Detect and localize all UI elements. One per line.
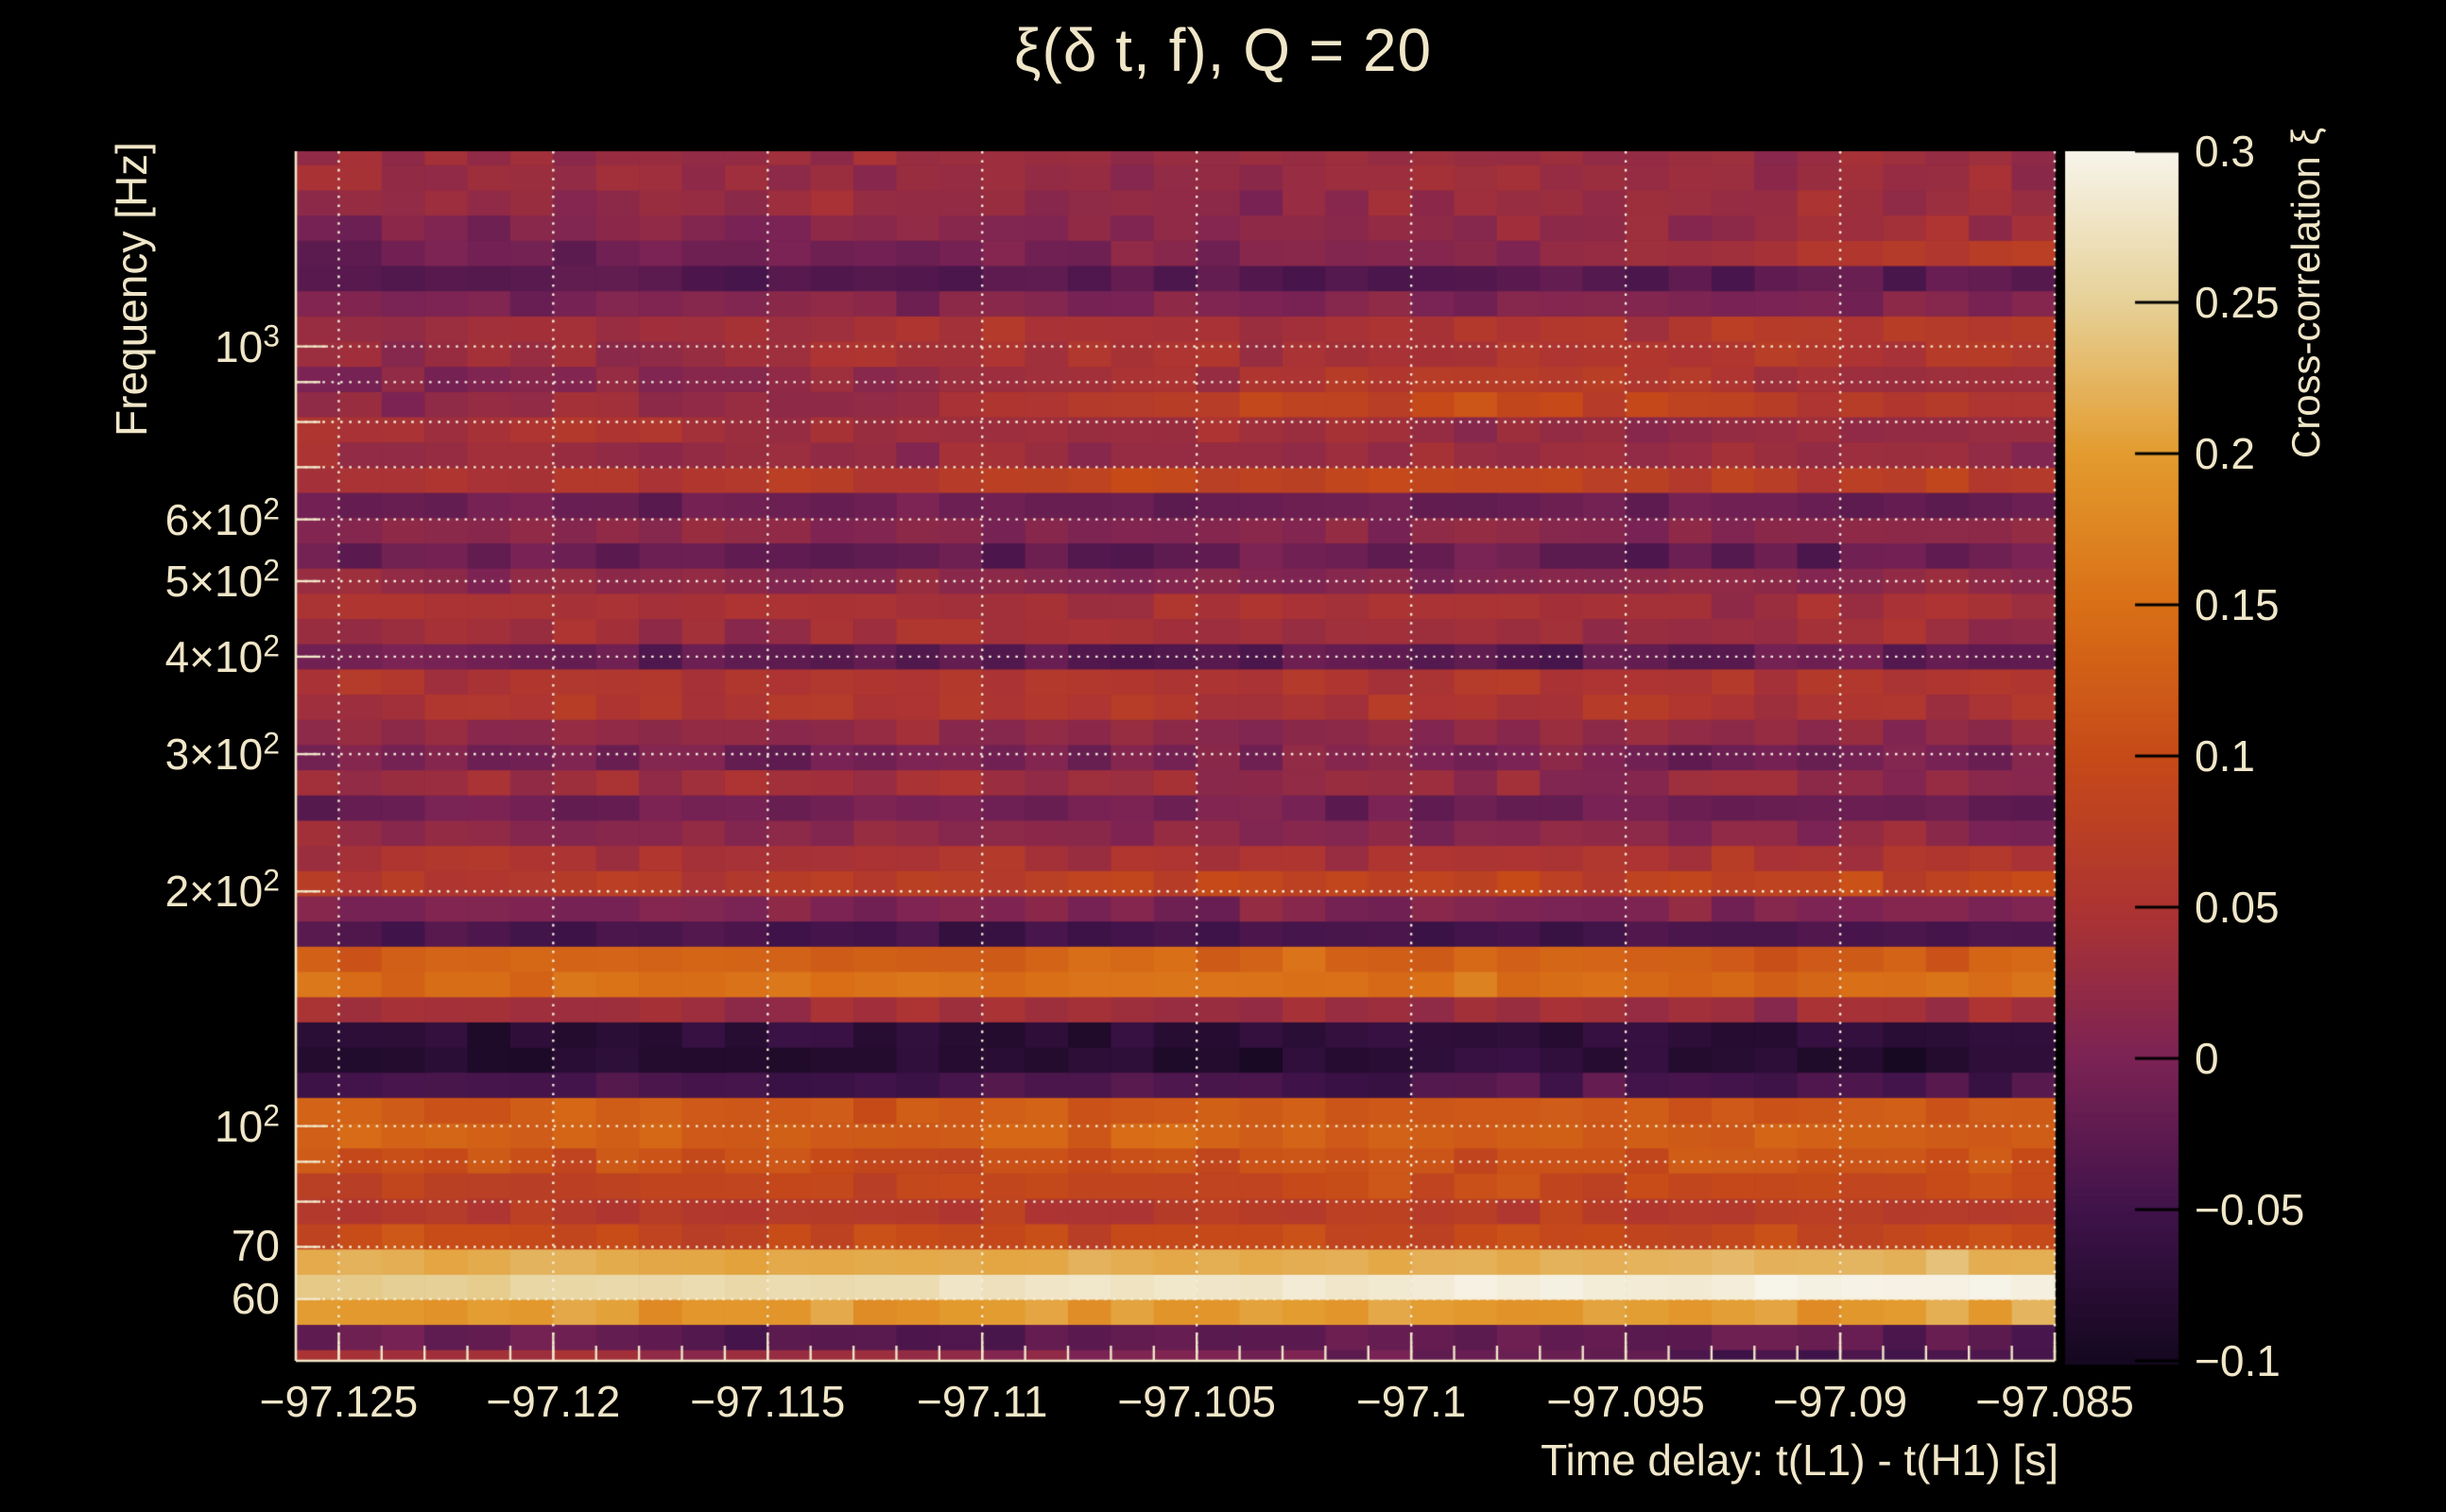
x-axis-title: Time delay: t(L1) - t(H1) [s] [1541,1435,2058,1485]
x-tick-label: −97.1 [1355,1377,1467,1426]
y-tick-label: 2×102 [164,863,280,917]
colorbar-tick-label: 0 [2195,1034,2219,1083]
x-tick-label: −97.085 [1975,1377,2134,1426]
colorbar-tick-label: −0.05 [2195,1185,2305,1234]
x-tick-label: −97.09 [1773,1377,1908,1426]
y-tick-label: 5×102 [164,553,280,606]
y-tick-label: 70 [231,1221,280,1271]
colorbar-tick-label: 0.05 [2195,883,2280,932]
y-tick-label: 4×102 [164,628,280,681]
colorbar-title: Cross-correlation ξ [2283,127,2328,459]
colorbar-tick-label: 0.1 [2195,731,2255,781]
colorbar-tick-label: 0.3 [2195,127,2255,176]
colorbar-tick-label: 0.25 [2195,278,2280,327]
x-tick-label: −97.11 [916,1377,1048,1426]
plot-title: ξ(δ t, f), Q = 20 [1013,16,1433,84]
x-tick-label: −97.12 [486,1377,621,1426]
x-tick-label: −97.105 [1117,1377,1276,1426]
x-tick-label: −97.125 [259,1377,419,1426]
colorbar-tick-label: 0.2 [2195,429,2255,478]
y-tick-label: 3×102 [164,726,280,780]
x-tick-label: −97.095 [1546,1377,1705,1426]
y-tick-label: 60 [231,1273,280,1323]
y-tick-label: 102 [215,1098,280,1151]
y-tick-label: 6×102 [164,491,280,544]
colorbar-tick-label: −0.1 [2195,1336,2281,1385]
colorbar-tick-label: 0.15 [2195,580,2280,629]
x-tick-label: −97.115 [690,1377,846,1426]
y-tick-label: 103 [215,318,280,371]
